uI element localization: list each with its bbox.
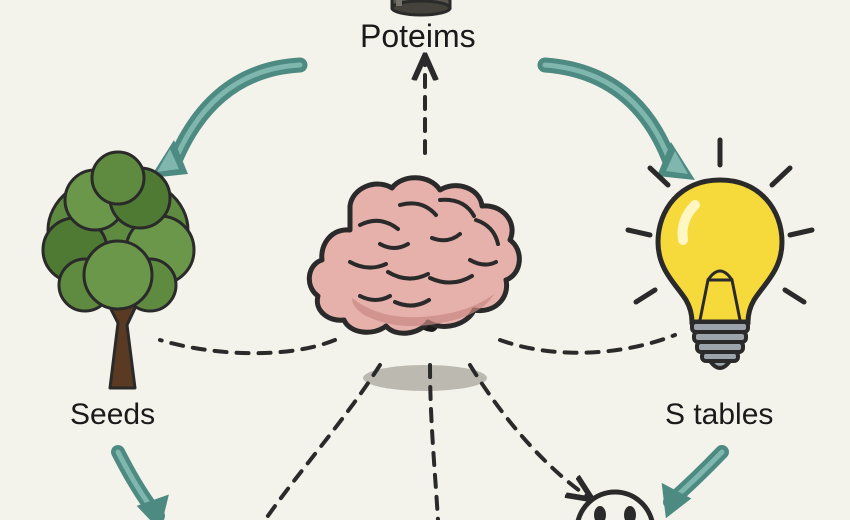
tree-icon — [43, 152, 194, 388]
arrow-left-down — [118, 452, 183, 520]
arrow-top-to-left — [150, 65, 300, 178]
lightbulb-icon — [628, 140, 812, 368]
dashed-down-left — [265, 365, 380, 520]
cylinder-icon — [392, 0, 450, 15]
arrow-right-down — [646, 452, 722, 520]
brain-icon — [309, 178, 519, 334]
diagram-canvas — [0, 0, 850, 520]
label-right: S tables — [665, 398, 773, 432]
dashed-brain-to-left — [160, 340, 335, 353]
label-left: Seeds — [70, 398, 155, 432]
brain-shadow — [363, 365, 487, 391]
label-top: Poteims — [360, 18, 476, 55]
dashed-brain-to-right — [500, 335, 675, 353]
dashed-to-face — [470, 365, 590, 498]
arrow-top-to-right — [545, 65, 695, 180]
